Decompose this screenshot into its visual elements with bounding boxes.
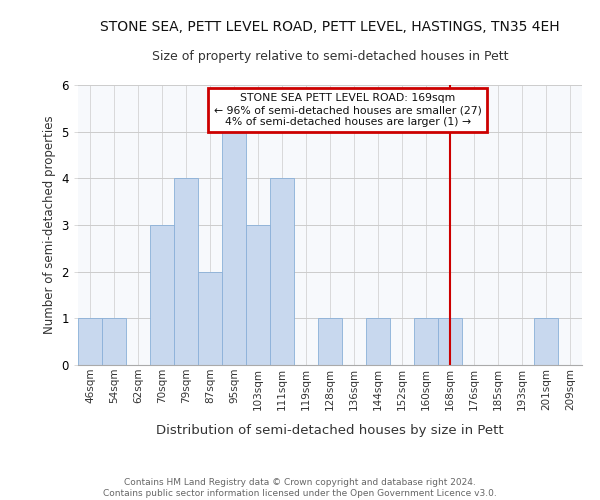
Bar [222, 132, 246, 365]
Text: Contains HM Land Registry data © Crown copyright and database right 2024.
Contai: Contains HM Land Registry data © Crown c… [103, 478, 497, 498]
Bar [414, 318, 438, 365]
Bar [102, 318, 126, 365]
Bar [438, 318, 462, 365]
Text: STONE SEA PETT LEVEL ROAD: 169sqm
← 96% of semi-detached houses are smaller (27): STONE SEA PETT LEVEL ROAD: 169sqm ← 96% … [214, 94, 482, 126]
Bar [366, 318, 390, 365]
Bar [534, 318, 558, 365]
Bar [270, 178, 294, 365]
Bar [198, 272, 222, 365]
Bar [246, 225, 270, 365]
Bar [150, 225, 174, 365]
Text: Size of property relative to semi-detached houses in Pett: Size of property relative to semi-detach… [152, 50, 508, 63]
Bar [174, 178, 198, 365]
Bar [78, 318, 102, 365]
Y-axis label: Number of semi-detached properties: Number of semi-detached properties [43, 116, 56, 334]
Bar [318, 318, 342, 365]
Text: STONE SEA, PETT LEVEL ROAD, PETT LEVEL, HASTINGS, TN35 4EH: STONE SEA, PETT LEVEL ROAD, PETT LEVEL, … [100, 20, 560, 34]
X-axis label: Distribution of semi-detached houses by size in Pett: Distribution of semi-detached houses by … [156, 424, 504, 437]
